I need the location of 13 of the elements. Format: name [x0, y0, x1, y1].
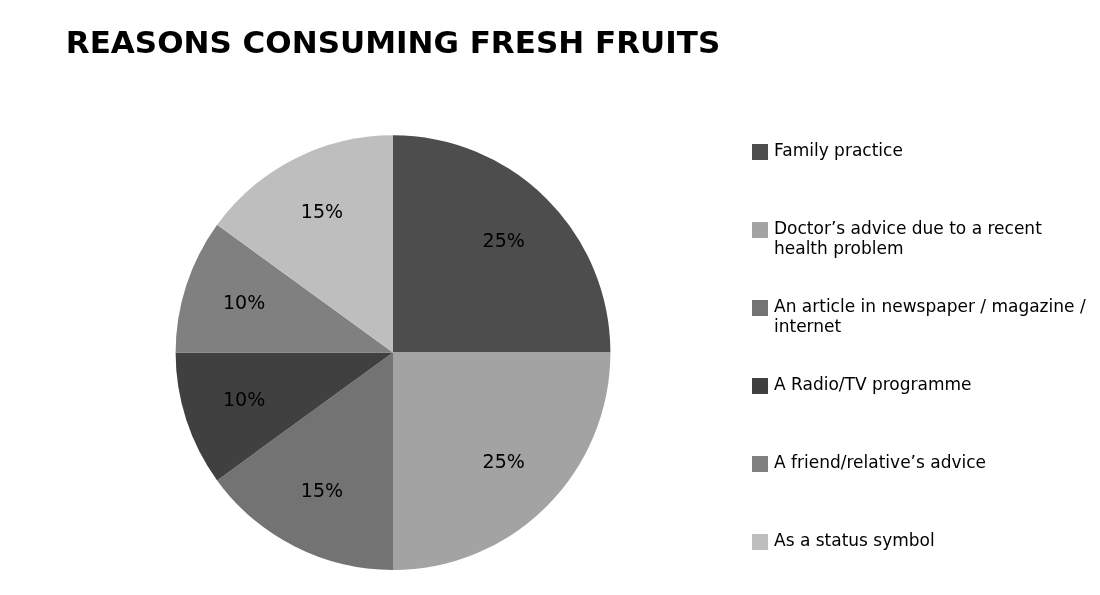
legend-label: An article in newspaper / magazine / internet	[774, 296, 1087, 336]
legend-label: As a status symbol	[774, 530, 935, 550]
legend-label: A Radio/TV programme	[774, 374, 972, 394]
data-label: 10%	[223, 291, 266, 314]
chart-title: REASONS CONSUMING FRESH FRUITS	[65, 23, 721, 60]
legend-label: Family practice	[774, 140, 903, 160]
data-label: 25%	[482, 228, 525, 251]
legend-label: Doctor’s advice due to a recent health problem	[774, 218, 1043, 258]
data-label: 10%	[223, 387, 266, 410]
data-label: 15%	[300, 200, 344, 223]
legend-label: A friend/relative’s advice	[774, 452, 987, 472]
data-label: 15%	[300, 479, 344, 501]
data-label: 25%	[482, 450, 525, 473]
